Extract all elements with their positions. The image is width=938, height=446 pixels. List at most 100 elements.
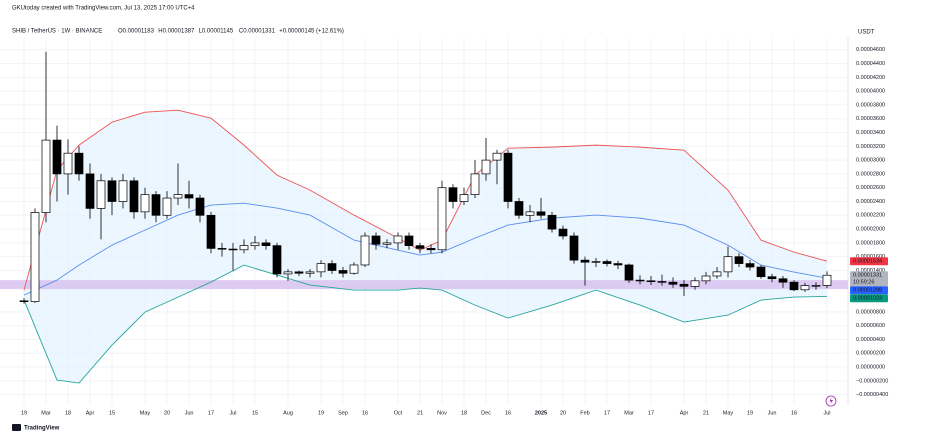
- candle-body: [591, 261, 601, 263]
- band-line: [23, 264, 828, 384]
- alert-icon[interactable]: [825, 395, 837, 407]
- band-line: [23, 202, 828, 296]
- price-label-box: [850, 271, 888, 287]
- candle-body: [371, 235, 381, 245]
- candle-body: [569, 235, 579, 261]
- candle-body: [767, 276, 777, 280]
- x-tick-label: May: [723, 410, 734, 416]
- candle-body: [503, 152, 513, 202]
- candle-body: [107, 180, 117, 202]
- y-tick-label: 0.00004600: [856, 47, 885, 53]
- candle-body: [602, 261, 612, 264]
- x-tick-label: 19: [21, 410, 27, 416]
- x-tick-label: May: [140, 410, 151, 416]
- x-tick-label: Nov: [437, 410, 447, 416]
- y-tick-label: 0.00003400: [856, 130, 885, 136]
- candle-body: [393, 235, 403, 244]
- y-tick-label: 0.00003000: [856, 158, 885, 164]
- x-tick-label: Apr: [680, 410, 689, 416]
- candle-body: [624, 264, 634, 281]
- candle-body: [547, 214, 557, 230]
- x-tick-label: 20: [560, 410, 566, 416]
- alert-icon-bolt: [829, 397, 833, 405]
- x-tick-label: 19: [747, 410, 753, 416]
- axis: 0.00004600 0.00004400 0.00004200 0.00004000…: [21, 47, 888, 416]
- candle-body: [294, 271, 304, 274]
- countdown: 10:59:26: [853, 280, 874, 286]
- candle-body: [657, 281, 667, 283]
- candle-body: [85, 173, 95, 209]
- y-tick-label: 0.00001600: [856, 254, 885, 260]
- candle-body: [514, 201, 524, 216]
- x-tick-label: 20: [164, 410, 170, 416]
- candle-body: [173, 194, 183, 199]
- candle-body: [437, 187, 447, 251]
- x-tick-label: Dec: [481, 410, 491, 416]
- candle-body: [228, 248, 238, 251]
- x-tick-label: 2025: [535, 410, 547, 416]
- candle-body: [778, 278, 788, 283]
- x-tick-label: Feb: [580, 410, 589, 416]
- x-tick-label: 18: [65, 410, 71, 416]
- candle-body: [261, 242, 271, 246]
- x-tick-label: Jul: [229, 410, 236, 416]
- candle-body: [448, 187, 458, 202]
- candle-body: [690, 280, 700, 287]
- candle-body: [305, 271, 315, 274]
- candle-body: [536, 211, 546, 216]
- candle-body: [723, 256, 733, 273]
- y-tick-label: 0.00003200: [856, 144, 885, 150]
- x-tick-label: 17: [648, 410, 654, 416]
- candle-body: [646, 280, 656, 282]
- currency: USDT: [858, 30, 875, 36]
- candle-body: [129, 180, 139, 213]
- x-tick-label: 15: [252, 410, 258, 416]
- header-value: L0.00001145: [199, 29, 234, 35]
- candle-body: [811, 285, 821, 287]
- x-tick-label: Aug: [283, 410, 293, 416]
- y-tick-label: 0.00002200: [856, 213, 885, 219]
- y-tick-label: 0.00002800: [856, 171, 885, 177]
- y-tick-label: 0.00002400: [856, 199, 885, 205]
- price-label-box: [850, 257, 888, 266]
- x-tick-label: 21: [703, 410, 709, 416]
- candle-body: [580, 259, 590, 263]
- credit: GKUtoday created with TradingView.com, J…: [12, 6, 195, 12]
- candle-body: [745, 263, 755, 268]
- x-tick-label: 15: [109, 410, 115, 416]
- y-tick-label: 0.00000800: [856, 309, 885, 315]
- candle-body: [30, 212, 40, 302]
- y-tick-label: 0.00001400: [856, 268, 885, 274]
- price-label: 0.00001534: [853, 259, 882, 265]
- price-label-box: [850, 294, 888, 303]
- candle-body: [734, 256, 744, 264]
- y-tick-label: −0.00000200: [856, 378, 888, 384]
- price-label: 0.00001331: [853, 273, 882, 279]
- x-tick-label: Oct: [394, 410, 403, 416]
- header-value: H0.00001387: [158, 29, 195, 35]
- candle-body: [800, 285, 810, 291]
- y-tick-label: 0.00000400: [856, 337, 885, 343]
- x-tick-label: Jul: [823, 410, 830, 416]
- y-tick-label: 0.00000600: [856, 323, 885, 329]
- candle-body: [679, 283, 689, 287]
- price-label: 0.00001288: [853, 288, 882, 294]
- candle-body: [283, 271, 293, 275]
- y-tick-label: −0.00000400: [856, 392, 888, 398]
- candle-body: [151, 194, 161, 216]
- x-tick-label: Mar: [624, 410, 634, 416]
- candle-body: [822, 274, 832, 286]
- x-tick-label: Jun: [768, 410, 777, 416]
- price-label: 0.00001023: [853, 296, 882, 302]
- y-tick-label: 0.00003600: [856, 116, 885, 122]
- candle-body: [217, 248, 227, 250]
- candle-body: [118, 180, 128, 202]
- candle-body: [250, 242, 260, 246]
- brand: TradingView: [24, 426, 60, 432]
- candle-body: [74, 152, 84, 175]
- x-tick-label: Sep: [338, 410, 348, 416]
- candle-body: [382, 242, 392, 245]
- candle-body: [327, 263, 337, 271]
- candle-body: [701, 275, 711, 282]
- candle-body: [19, 300, 29, 302]
